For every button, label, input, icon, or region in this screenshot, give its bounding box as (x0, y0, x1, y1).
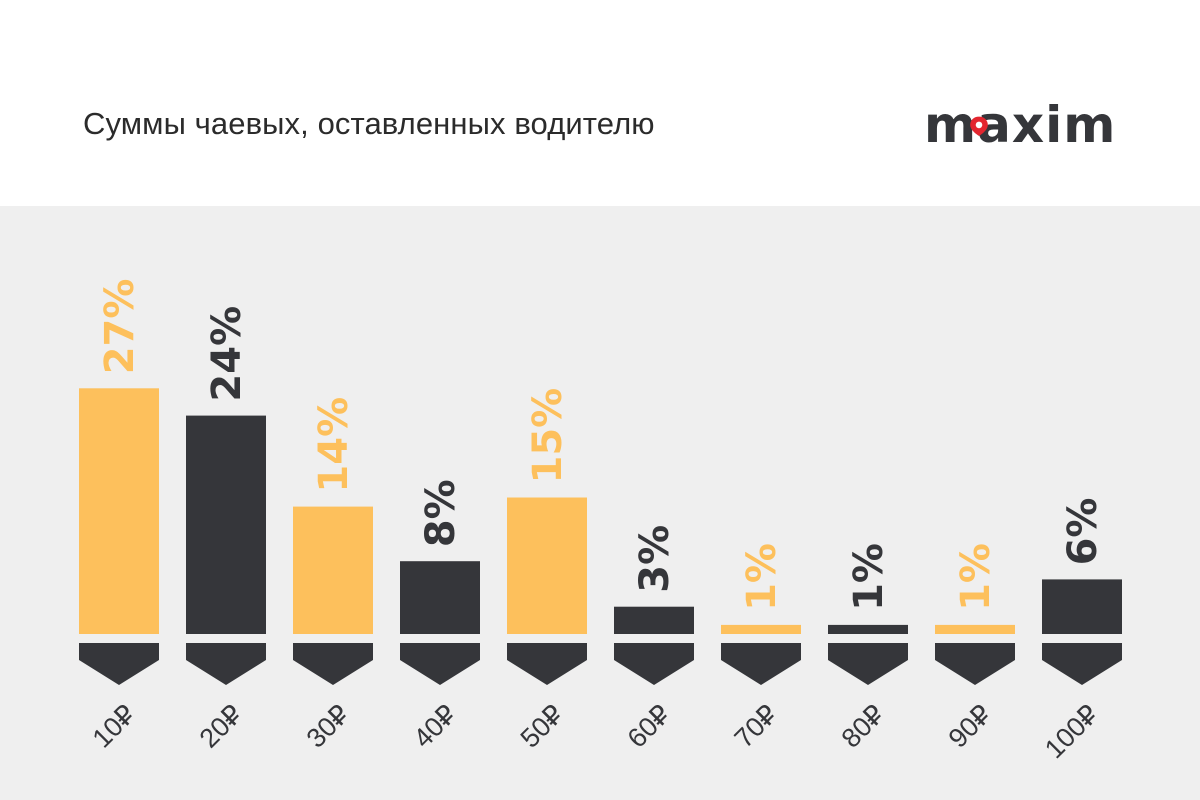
maxim-logo: maxim (924, 96, 1116, 154)
bar (828, 624, 908, 634)
category-label: 70₽ (729, 699, 784, 754)
value-label: 1% (739, 543, 785, 611)
bar-pointer (186, 643, 266, 685)
category-label: 20₽ (194, 699, 249, 754)
header: Суммы чаевых, оставленных водителю maxim (0, 0, 1200, 206)
value-label: 1% (953, 543, 999, 611)
chart-title: Суммы чаевых, оставленных водителю (83, 106, 655, 141)
value-label: 8% (418, 479, 464, 547)
category-label: 50₽ (515, 699, 570, 754)
category-label: 10₽ (87, 699, 142, 754)
bar (400, 561, 480, 634)
bar (186, 415, 266, 634)
value-label: 3% (632, 525, 678, 593)
logo-text: maxim (924, 96, 1116, 154)
bar-pointer (507, 643, 587, 685)
bar-pointer (828, 643, 908, 685)
map-pin-icon (970, 116, 988, 136)
category-label: 30₽ (301, 699, 356, 754)
value-label: 1% (846, 543, 892, 611)
value-label: 27% (97, 279, 143, 375)
value-label: 24% (204, 306, 250, 402)
category-label: 80₽ (836, 699, 891, 754)
bar-chart: 27% 10₽ 24% 20₽ 14% 30₽ 8% 40₽ 15% 50₽ 3% 60₽ 1% 70₽ 1… (79, 279, 1122, 764)
bar-pointer (614, 643, 694, 685)
bar (293, 506, 373, 634)
category-label: 100₽ (1039, 699, 1104, 764)
value-label: 6% (1060, 497, 1106, 565)
bar (935, 624, 1015, 634)
bar-pointer (935, 643, 1015, 685)
bar-pointer (721, 643, 801, 685)
bar (721, 624, 801, 634)
bar (1042, 579, 1122, 634)
chart-area: 27% 10₽ 24% 20₽ 14% 30₽ 8% 40₽ 15% 50₽ 3% 60₽ 1% 70₽ 1… (0, 206, 1200, 800)
bar (614, 606, 694, 634)
category-label: 90₽ (943, 699, 998, 754)
bar-pointer (1042, 643, 1122, 685)
value-label: 14% (311, 397, 357, 493)
bar-pointer (79, 643, 159, 685)
bar (507, 497, 587, 634)
bar (79, 388, 159, 634)
bar-pointer (293, 643, 373, 685)
bar-pointer (400, 643, 480, 685)
category-label: 40₽ (408, 699, 463, 754)
value-label: 15% (525, 388, 571, 484)
category-label: 60₽ (622, 699, 677, 754)
